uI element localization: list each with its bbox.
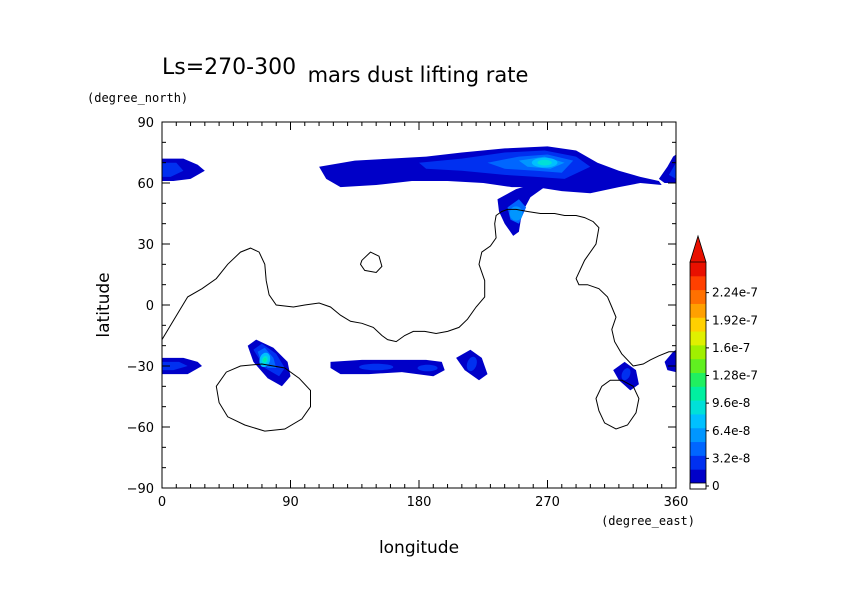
colorbar-label: 9.6e-8 [712, 396, 750, 410]
colorbar-extend-arrow [689, 234, 707, 263]
colorbar-label: 1.6e-7 [712, 341, 750, 355]
y-tick-label: 60 [137, 177, 154, 192]
colorbar-swatch [690, 372, 706, 387]
dust-contour [162, 162, 184, 177]
dust-field-layer [162, 146, 676, 391]
y-tick-label: 30 [137, 238, 154, 253]
x-tick-label: 180 [407, 495, 432, 510]
y-tick-label: −90 [127, 482, 154, 497]
chart-title: mars dust lifting rate [308, 63, 529, 87]
x-tick-label: 270 [535, 495, 560, 510]
season-label: Ls=270-300 [162, 55, 296, 80]
colorbar-label: 1.92e-7 [712, 313, 758, 327]
topography-contours [162, 208, 676, 432]
dust-contour [359, 363, 394, 371]
colorbar-swatch [690, 289, 706, 304]
colorbar-swatch [690, 275, 706, 291]
tick-labels: 0 90 180 270 360 90 60 30 0 −30 −60 −90 [127, 116, 689, 510]
colorbar-label: 2.24e-7 [712, 286, 758, 300]
topography-line [162, 208, 676, 367]
topography-line [595, 379, 640, 430]
dust-contour [162, 361, 188, 371]
y-units-label: (degree_north) [87, 91, 188, 105]
colorbar-swatch [690, 400, 706, 415]
dust-contour [621, 368, 631, 381]
y-tick-label: 0 [146, 299, 154, 314]
dust-contour [668, 162, 676, 179]
colorbar-swatch [690, 344, 706, 360]
colorbar-swatch [690, 317, 706, 332]
x-tick-label: 90 [282, 495, 299, 510]
colorbar-swatch [690, 262, 706, 277]
colorbar-swatch [690, 427, 706, 443]
dust-contour [537, 159, 552, 166]
axis-ticks [161, 121, 677, 489]
y-tick-label: −30 [127, 360, 154, 375]
topography-line [215, 363, 311, 432]
colorbar-label: 1.28e-7 [712, 369, 758, 383]
y-axis-label: latitude [94, 272, 114, 337]
y-tick-label: 90 [137, 116, 154, 131]
colorbar: 0 3.2e-8 6.4e-8 9.6e-8 1.28e-7 1.6e-7 1.92e-7 2… [689, 234, 758, 493]
colorbar-swatch [690, 455, 706, 470]
dust-contour [466, 356, 477, 372]
colorbar-swatch [690, 469, 706, 484]
x-tick-label: 360 [664, 495, 689, 510]
colorbar-zero-swatch [689, 482, 707, 490]
dust-contour [263, 357, 267, 363]
colorbar-label: 0 [712, 479, 720, 493]
x-tick-label: 0 [158, 495, 166, 510]
colorbar-swatch [690, 358, 706, 373]
colorbar-swatch [690, 331, 706, 346]
dust-contour [417, 364, 438, 372]
colorbar-swatch [690, 303, 706, 318]
colorbar-label: 6.4e-8 [712, 424, 750, 438]
colorbar-swatch [690, 441, 706, 456]
colorbar-swatch [690, 386, 706, 401]
dust-contour [509, 206, 523, 221]
colorbar-swatch [690, 413, 706, 429]
colorbar-label: 3.2e-8 [712, 451, 750, 465]
y-tick-label: −60 [127, 421, 154, 436]
topography-line [359, 251, 383, 274]
x-units-label: (degree_east) [601, 514, 695, 528]
x-axis-label: longitude [379, 538, 459, 558]
